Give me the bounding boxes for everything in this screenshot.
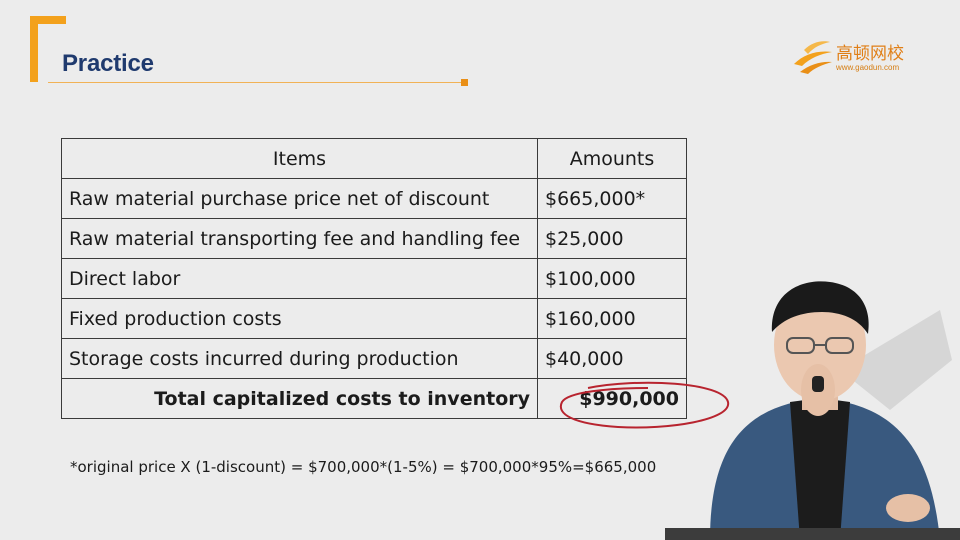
row-item: Direct labor <box>61 258 538 299</box>
presenter-figure <box>710 281 952 540</box>
table-row: Storage costs incurred during production… <box>61 338 687 379</box>
title-underline <box>48 82 464 83</box>
row-amount: $40,000 <box>537 338 687 379</box>
cost-table: Items Amounts Raw material purchase pric… <box>61 138 687 419</box>
row-item: Storage costs incurred during production <box>61 338 538 379</box>
row-item: Fixed production costs <box>61 298 538 339</box>
logo-url-text: www.gaodun.com <box>836 63 900 72</box>
swoosh-logo-icon <box>794 41 832 74</box>
table-row: Raw material transporting fee and handli… <box>61 218 687 259</box>
title-underline-dot <box>461 79 468 86</box>
table-header-row: Items Amounts <box>61 138 687 179</box>
row-amount: $665,000* <box>537 178 687 219</box>
table-row: Raw material purchase price net of disco… <box>61 178 687 219</box>
title-bracket-decoration <box>30 16 66 82</box>
total-label: Total capitalized costs to inventory <box>61 378 538 419</box>
table-total-row: Total capitalized costs to inventory $99… <box>61 378 687 419</box>
row-amount: $160,000 <box>537 298 687 339</box>
header-items: Items <box>61 138 538 179</box>
gaodun-logo: 高顿网校 www.gaodun.com <box>790 36 920 84</box>
table-row: Direct labor $100,000 <box>61 258 687 299</box>
row-amount: $100,000 <box>537 258 687 299</box>
presenter-desk <box>665 528 960 540</box>
calculation-footnote: *original price X (1-discount) = $700,00… <box>70 458 657 476</box>
row-item: Raw material transporting fee and handli… <box>61 218 538 259</box>
header-amounts: Amounts <box>537 138 687 179</box>
row-amount: $25,000 <box>537 218 687 259</box>
row-item: Raw material purchase price net of disco… <box>61 178 538 219</box>
slide-title: Practice <box>62 50 154 77</box>
hand-drawn-circle-annotation <box>559 381 730 429</box>
table-row: Fixed production costs $160,000 <box>61 298 687 339</box>
logo-brand-text: 高顿网校 <box>836 44 904 64</box>
